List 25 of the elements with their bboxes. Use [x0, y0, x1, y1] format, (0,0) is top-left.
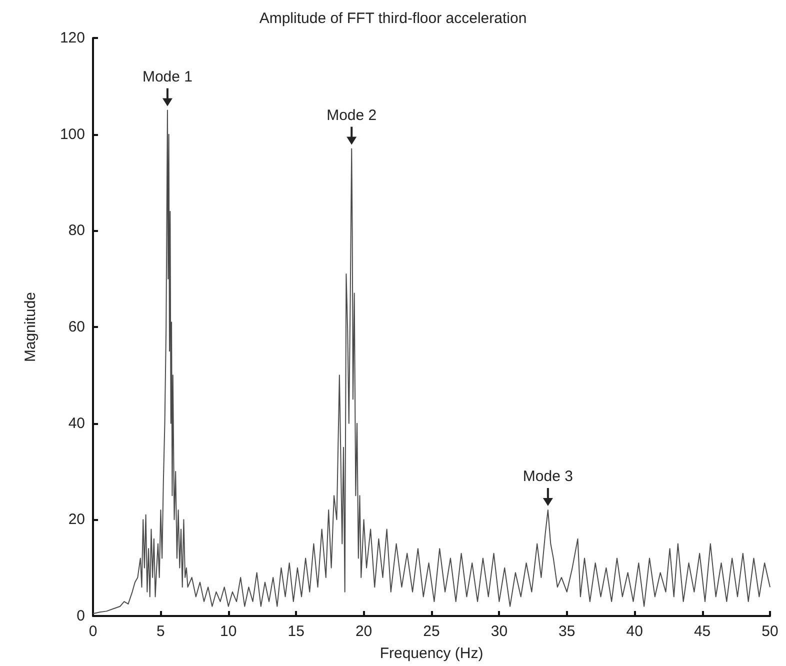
annotation: Mode 3	[522, 468, 573, 486]
x-tick-label: 30	[490, 623, 508, 640]
y-tick-label: 80	[68, 222, 85, 240]
y-tick-label: 120	[60, 30, 85, 46]
x-tick-label: 0	[88, 623, 98, 640]
chart-title: Amplitude of FFT third-floor acceleration	[259, 10, 527, 27]
x-tick-label: 50	[762, 623, 778, 640]
x-tick-label: 20	[355, 623, 372, 640]
y-tick-label: 60	[68, 318, 85, 336]
y-tick-label: 20	[68, 511, 85, 528]
y-tick-label: 100	[60, 126, 85, 143]
x-axis-title: Frequency (Hz)	[380, 645, 484, 662]
y-tick-label: 0	[76, 608, 85, 624]
x-tick-label: 35	[558, 623, 576, 640]
annotation: Mode 1	[142, 68, 192, 86]
x-tick-label: 45	[694, 623, 711, 640]
x-tick-label: 15	[288, 623, 304, 640]
x-tick-label: 25	[423, 623, 440, 640]
x-tick-label: 10	[220, 623, 237, 640]
x-tick-label: 40	[626, 623, 643, 640]
line-series	[92, 110, 770, 614]
x-tick-label: 5	[156, 623, 165, 640]
annotation: Mode 2	[326, 106, 377, 124]
y-axis-title: Magnitude	[22, 292, 39, 362]
y-tick-label: 40	[68, 414, 85, 432]
